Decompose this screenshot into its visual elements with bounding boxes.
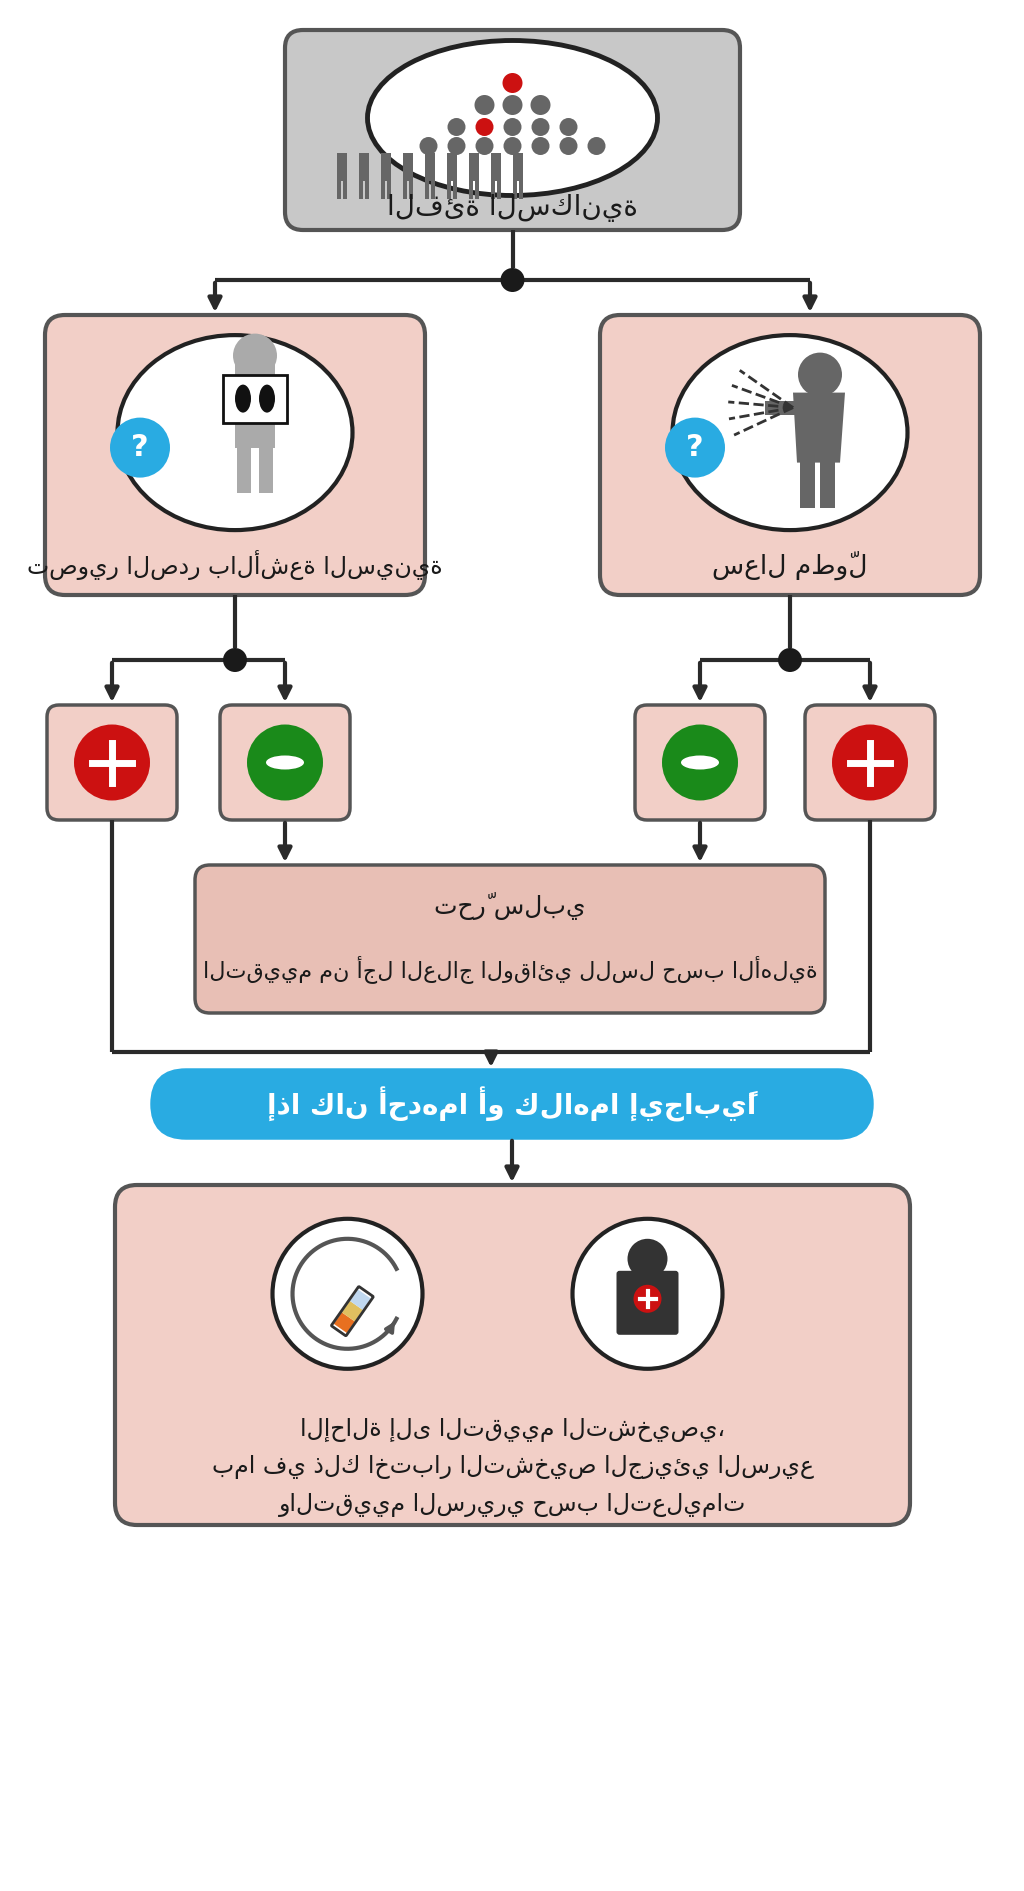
- Ellipse shape: [266, 756, 304, 770]
- FancyBboxPatch shape: [600, 316, 980, 596]
- Circle shape: [503, 95, 522, 115]
- Bar: [430, 182, 434, 199]
- FancyBboxPatch shape: [285, 30, 740, 231]
- Circle shape: [447, 136, 466, 155]
- Bar: [342, 182, 346, 199]
- Bar: [474, 182, 478, 199]
- Bar: [497, 182, 501, 199]
- Text: تصوير الصدر بالأشعة السينية: تصوير الصدر بالأشعة السينية: [28, 550, 442, 581]
- FancyBboxPatch shape: [220, 705, 350, 821]
- Bar: [469, 153, 478, 182]
- Polygon shape: [793, 393, 845, 463]
- Bar: [237, 446, 251, 492]
- Circle shape: [530, 95, 551, 115]
- FancyBboxPatch shape: [635, 705, 765, 821]
- Bar: [365, 182, 369, 199]
- Circle shape: [628, 1239, 668, 1278]
- Circle shape: [501, 269, 524, 291]
- Bar: [446, 153, 457, 182]
- Circle shape: [247, 724, 323, 800]
- Bar: [234, 359, 275, 448]
- FancyBboxPatch shape: [616, 1271, 679, 1335]
- Bar: [765, 401, 803, 414]
- Bar: [820, 460, 835, 507]
- Circle shape: [272, 1220, 423, 1369]
- Bar: [259, 446, 273, 492]
- Bar: [402, 182, 407, 199]
- Circle shape: [634, 1284, 662, 1312]
- Bar: [358, 182, 362, 199]
- Text: والتقييم السريري حسب التعليمات: والتقييم السريري حسب التعليمات: [279, 1492, 746, 1517]
- FancyBboxPatch shape: [195, 864, 825, 1014]
- Ellipse shape: [118, 335, 352, 529]
- Text: ?: ?: [131, 433, 148, 461]
- Text: إذا كان أحدهما أو كلاهما إيجابيًا: إذا كان أحدهما أو كلاهما إيجابيًا: [267, 1087, 757, 1121]
- Circle shape: [420, 136, 437, 155]
- Bar: [425, 182, 428, 199]
- Circle shape: [531, 117, 550, 136]
- Circle shape: [475, 117, 494, 136]
- Circle shape: [223, 649, 247, 671]
- FancyBboxPatch shape: [805, 705, 935, 821]
- Circle shape: [588, 136, 605, 155]
- Bar: [800, 460, 815, 507]
- Bar: [490, 182, 495, 199]
- Text: بما في ذلك اختبار التشخيص الجزيئي السريع: بما في ذلك اختبار التشخيص الجزيئي السريع: [212, 1456, 813, 1479]
- Bar: [337, 182, 341, 199]
- Text: ?: ?: [686, 433, 703, 461]
- Ellipse shape: [368, 40, 657, 195]
- Circle shape: [778, 649, 802, 671]
- Circle shape: [474, 95, 495, 115]
- Circle shape: [665, 418, 725, 478]
- Bar: [342, 1301, 362, 1322]
- Circle shape: [110, 418, 170, 478]
- Bar: [402, 153, 413, 182]
- FancyBboxPatch shape: [47, 705, 177, 821]
- Bar: [223, 374, 287, 422]
- Bar: [512, 153, 522, 182]
- Circle shape: [831, 724, 908, 800]
- Circle shape: [475, 136, 494, 155]
- Ellipse shape: [681, 756, 719, 770]
- Bar: [469, 182, 472, 199]
- Bar: [409, 182, 413, 199]
- Bar: [446, 182, 451, 199]
- Bar: [425, 153, 434, 182]
- FancyBboxPatch shape: [45, 316, 425, 596]
- Bar: [386, 182, 390, 199]
- Circle shape: [504, 117, 521, 136]
- Bar: [350, 1290, 371, 1310]
- Circle shape: [504, 136, 521, 155]
- Text: تحرّ سلبي: تحرّ سلبي: [434, 893, 586, 921]
- Circle shape: [559, 117, 578, 136]
- Ellipse shape: [673, 335, 907, 529]
- Bar: [381, 182, 384, 199]
- Ellipse shape: [259, 384, 275, 412]
- Circle shape: [798, 352, 842, 397]
- Bar: [453, 182, 457, 199]
- Bar: [334, 1312, 355, 1333]
- Circle shape: [662, 724, 738, 800]
- Text: الفئة السكانية: الفئة السكانية: [387, 195, 638, 221]
- Circle shape: [503, 74, 522, 93]
- Circle shape: [74, 724, 150, 800]
- FancyBboxPatch shape: [152, 1070, 872, 1138]
- Bar: [337, 153, 346, 182]
- FancyBboxPatch shape: [115, 1186, 910, 1524]
- Circle shape: [531, 136, 550, 155]
- Ellipse shape: [234, 384, 251, 412]
- Bar: [518, 182, 522, 199]
- Circle shape: [559, 136, 578, 155]
- Bar: [490, 153, 501, 182]
- Bar: [381, 153, 390, 182]
- Circle shape: [447, 117, 466, 136]
- Circle shape: [572, 1220, 723, 1369]
- Circle shape: [233, 333, 278, 378]
- Text: التقييم من أجل العلاج الوقائي للسل حسب الأهلية: التقييم من أجل العلاج الوقائي للسل حسب ا…: [203, 955, 817, 983]
- Bar: [512, 182, 516, 199]
- Bar: [358, 153, 369, 182]
- Text: الإحالة إلى التقييم التشخيصي،: الإحالة إلى التقييم التشخيصي،: [300, 1418, 725, 1441]
- Text: سعال مطوّل: سعال مطوّل: [713, 550, 867, 581]
